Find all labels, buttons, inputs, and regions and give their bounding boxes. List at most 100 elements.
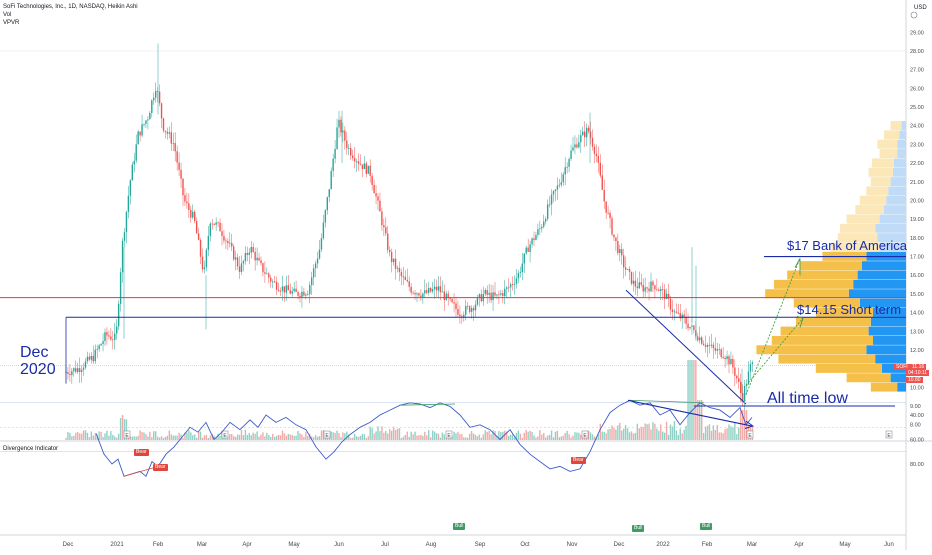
volume-bar	[332, 432, 334, 440]
time-tick-label: 2021	[110, 542, 124, 548]
volume-bar	[166, 435, 169, 440]
candle-body	[718, 349, 720, 350]
earnings-marker	[581, 430, 589, 439]
price-tick-label: 18.00	[910, 236, 924, 242]
volume-bar	[307, 435, 309, 440]
volume-profile-buy	[831, 242, 880, 252]
candle-body	[351, 155, 354, 159]
volume-profile	[756, 121, 906, 392]
time-tick-label: May	[839, 542, 850, 548]
candle-body	[80, 369, 83, 372]
volume-bar	[665, 421, 668, 440]
candle-body	[484, 290, 486, 294]
projection-arrowhead	[796, 315, 804, 328]
volume-bar	[611, 425, 613, 440]
candle-body	[383, 225, 385, 228]
volume-bar	[718, 432, 720, 440]
volume-bar	[463, 437, 465, 440]
volume-bar	[689, 360, 691, 440]
volume-bar	[402, 436, 405, 440]
volume-bar	[650, 429, 652, 440]
volume-profile-sell	[873, 335, 906, 345]
candle-body	[433, 286, 436, 290]
candle-body	[702, 343, 705, 346]
candle-body	[584, 131, 586, 138]
volume-bar	[741, 410, 744, 440]
candle-body	[736, 375, 738, 379]
volume-bar	[652, 422, 654, 440]
candle-body	[402, 276, 405, 278]
candle-body	[92, 355, 94, 362]
candle-body	[365, 163, 367, 174]
candle-body	[669, 298, 672, 310]
candle-body	[740, 381, 742, 394]
volume-bar	[589, 432, 592, 440]
volume-bar	[129, 436, 132, 440]
volume-bar	[213, 435, 215, 440]
candle-body	[102, 341, 104, 345]
volume-bar	[234, 436, 237, 440]
volume-bar	[736, 434, 738, 440]
candle-body	[244, 252, 247, 262]
candle-body	[453, 302, 455, 304]
price-tick-label: 24.00	[910, 124, 924, 130]
price-tick-label: 25.00	[910, 105, 924, 111]
volume-bar	[507, 435, 510, 440]
volume-bar	[626, 428, 629, 440]
volume-bar	[135, 436, 137, 440]
candle-body	[398, 267, 401, 273]
candle-body	[507, 287, 510, 289]
candle-body	[106, 332, 108, 336]
candle-body	[558, 184, 561, 186]
volume-bar	[336, 430, 338, 440]
volume-bar	[437, 433, 440, 440]
candle-body	[472, 308, 475, 311]
candle-body	[299, 295, 301, 298]
candle-body	[254, 251, 256, 261]
volume-bar	[156, 436, 159, 440]
candle-body	[710, 344, 713, 346]
candle-body	[541, 226, 543, 229]
candle-body	[706, 344, 709, 347]
volume-bar	[174, 435, 176, 440]
volume-bar	[615, 429, 617, 440]
volume-bar	[236, 434, 239, 440]
candle-body	[582, 131, 584, 136]
candle-body	[679, 312, 681, 319]
volume-bar	[646, 424, 648, 440]
volume-bar	[443, 434, 445, 440]
candle-body	[687, 323, 689, 329]
candle-body	[197, 233, 200, 241]
volume-profile-sell	[897, 139, 906, 149]
bull-badge: Bull	[700, 523, 713, 530]
price-tick-label: 20.00	[910, 198, 924, 204]
volume-bar	[207, 437, 210, 440]
volume-bar	[502, 431, 504, 440]
candle-body	[638, 282, 640, 289]
volume-profile-buy	[787, 270, 858, 280]
candle-body	[143, 124, 145, 125]
candle-body	[77, 368, 79, 372]
candle-body	[116, 326, 118, 334]
candle-body	[468, 306, 471, 312]
volume-bar	[348, 434, 350, 440]
candle-body	[529, 244, 531, 252]
volume-bar	[580, 434, 582, 440]
volume-bar	[264, 436, 266, 440]
volume-profile-sell	[893, 158, 906, 168]
candle-body	[217, 222, 219, 224]
volume-bar	[416, 435, 418, 440]
volume-profile-sell	[857, 270, 906, 280]
candle-body	[605, 201, 607, 213]
candle-body	[749, 364, 752, 372]
volume-bar	[603, 432, 605, 440]
candle-body	[650, 281, 652, 292]
candle-body	[509, 284, 512, 288]
volume-bar	[513, 437, 516, 440]
volume-bar	[88, 437, 91, 440]
candle-body	[209, 223, 211, 236]
indicator-trend-line	[627, 399, 753, 427]
volume-bar	[67, 432, 69, 440]
candle-body	[168, 132, 171, 134]
